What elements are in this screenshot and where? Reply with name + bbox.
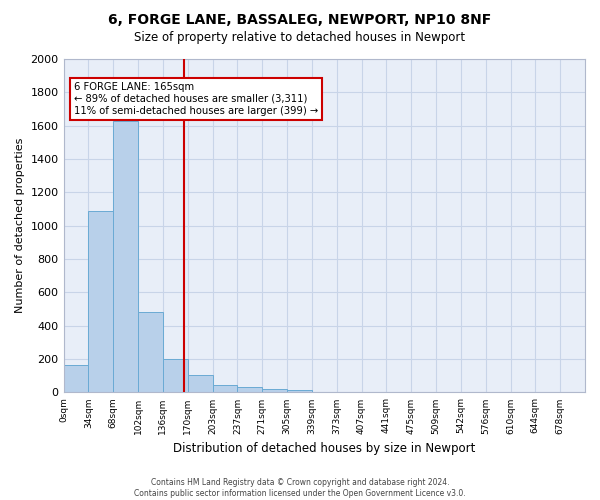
- Text: 6, FORGE LANE, BASSALEG, NEWPORT, NP10 8NF: 6, FORGE LANE, BASSALEG, NEWPORT, NP10 8…: [109, 12, 491, 26]
- Bar: [163, 359, 188, 392]
- Text: 6 FORGE LANE: 165sqm
← 89% of detached houses are smaller (3,311)
11% of semi-de: 6 FORGE LANE: 165sqm ← 89% of detached h…: [74, 82, 318, 116]
- Text: Size of property relative to detached houses in Newport: Size of property relative to detached ho…: [134, 31, 466, 44]
- Text: Contains HM Land Registry data © Crown copyright and database right 2024.
Contai: Contains HM Land Registry data © Crown c…: [134, 478, 466, 498]
- Bar: [138, 312, 163, 392]
- Bar: [64, 365, 88, 392]
- Bar: [212, 385, 238, 392]
- Bar: [88, 210, 113, 392]
- X-axis label: Distribution of detached houses by size in Newport: Distribution of detached houses by size …: [173, 442, 475, 455]
- Bar: [113, 120, 138, 392]
- Bar: [238, 388, 262, 392]
- Bar: [188, 375, 212, 392]
- Bar: [262, 389, 287, 392]
- Bar: [287, 390, 312, 392]
- Y-axis label: Number of detached properties: Number of detached properties: [15, 138, 25, 314]
